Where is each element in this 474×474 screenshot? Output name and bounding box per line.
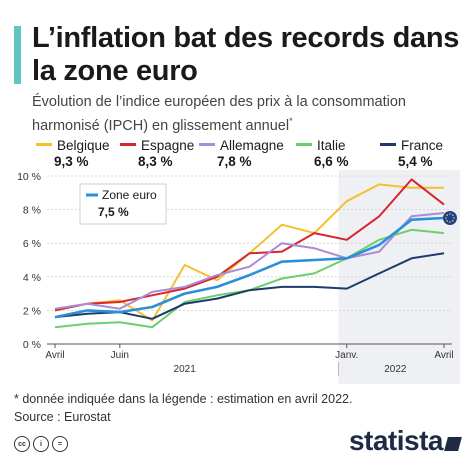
year-label: 2022	[384, 364, 407, 375]
zone-euro-legend-value: 7,5 %	[98, 205, 129, 219]
statista-logo-mark-icon	[444, 437, 462, 451]
eu-flag-icon	[443, 211, 457, 225]
x-tick-label: Janv.	[335, 350, 358, 361]
eu-star-icon	[449, 213, 451, 215]
series-line-espagne	[54, 178, 445, 312]
x-tick-label: Avril	[434, 350, 453, 361]
chart-subtitle: Évolution de l’indice européen des prix …	[32, 93, 462, 136]
cc-icon[interactable]: cc	[14, 436, 30, 452]
zone-euro-legend-box	[79, 183, 167, 225]
chart-title: L’inflation bat des records dans la zone…	[32, 22, 460, 87]
legend-item: Italie 6,6 %	[296, 138, 349, 170]
legend-item: France 5,4 %	[380, 138, 443, 170]
by-icon[interactable]: i	[33, 436, 49, 452]
y-tick-label: 4 %	[23, 272, 41, 284]
series-line-zone-euro	[54, 216, 445, 319]
y-tick-label: 10 %	[17, 171, 41, 183]
y-tick-label: 0 %	[23, 339, 41, 351]
legend-item: Allemagne 7,8 %	[199, 138, 284, 170]
legend-value: 6,6 %	[314, 154, 349, 169]
eu-star-icon	[446, 220, 448, 222]
eu-star-icon	[453, 217, 455, 219]
legend-swatch	[199, 142, 215, 146]
eu-star-icon	[449, 221, 451, 223]
eu-star-icon	[446, 214, 448, 216]
legend-swatch	[380, 142, 396, 146]
legend-swatch	[36, 142, 52, 146]
series-line-allemagne	[54, 212, 445, 310]
legend-value: 7,8 %	[217, 154, 252, 169]
y-tick-label: 2 %	[23, 305, 41, 317]
brand-name: statista	[348, 425, 444, 456]
legend-item: Espagne 8,3 %	[120, 138, 194, 170]
nd-icon[interactable]: =	[52, 436, 68, 452]
footnote: * donnée indiquée dans la légende : esti…	[14, 392, 353, 406]
legend-label: Allemagne	[220, 138, 284, 153]
footnote-block: * donnée indiquée dans la légende : esti…	[14, 390, 352, 426]
year-label: 2021	[174, 364, 197, 375]
legend-swatch	[296, 142, 312, 146]
legend-item: Belgique 9,3 %	[36, 138, 110, 170]
legend-value: 5,4 %	[398, 154, 433, 169]
x-tick-label: Avril	[45, 350, 64, 361]
eu-star-icon	[452, 220, 454, 222]
eu-star-icon	[445, 217, 447, 219]
subtitle-footnote-mark: *	[289, 116, 293, 126]
eu-star-icon	[452, 214, 454, 216]
statista-logo[interactable]: statista	[348, 425, 462, 457]
legend-label: France	[401, 138, 444, 153]
legend: Belgique 9,3 % Espagne 8,3 % Allemagne 7,8 % I…	[36, 138, 466, 170]
subtitle-text: Évolution de l’indice européen des prix …	[32, 94, 406, 134]
legend-label: Belgique	[57, 138, 110, 153]
legend-value: 9,3 %	[54, 154, 89, 169]
zone-euro-legend-label: Zone euro	[102, 188, 157, 202]
y-tick-label: 6 %	[23, 238, 41, 250]
legend-label: Italie	[317, 138, 346, 153]
legend-swatch	[120, 142, 136, 146]
license-icons[interactable]: cc i =	[14, 436, 68, 452]
legend-label: Espagne	[141, 138, 195, 153]
legend-value: 8,3 %	[138, 154, 173, 169]
x-tick-label: Juin	[111, 350, 129, 361]
source-label: Source : Eurostat	[14, 410, 111, 424]
y-tick-label: 8 %	[23, 205, 41, 217]
title-accent-bar	[14, 26, 21, 84]
